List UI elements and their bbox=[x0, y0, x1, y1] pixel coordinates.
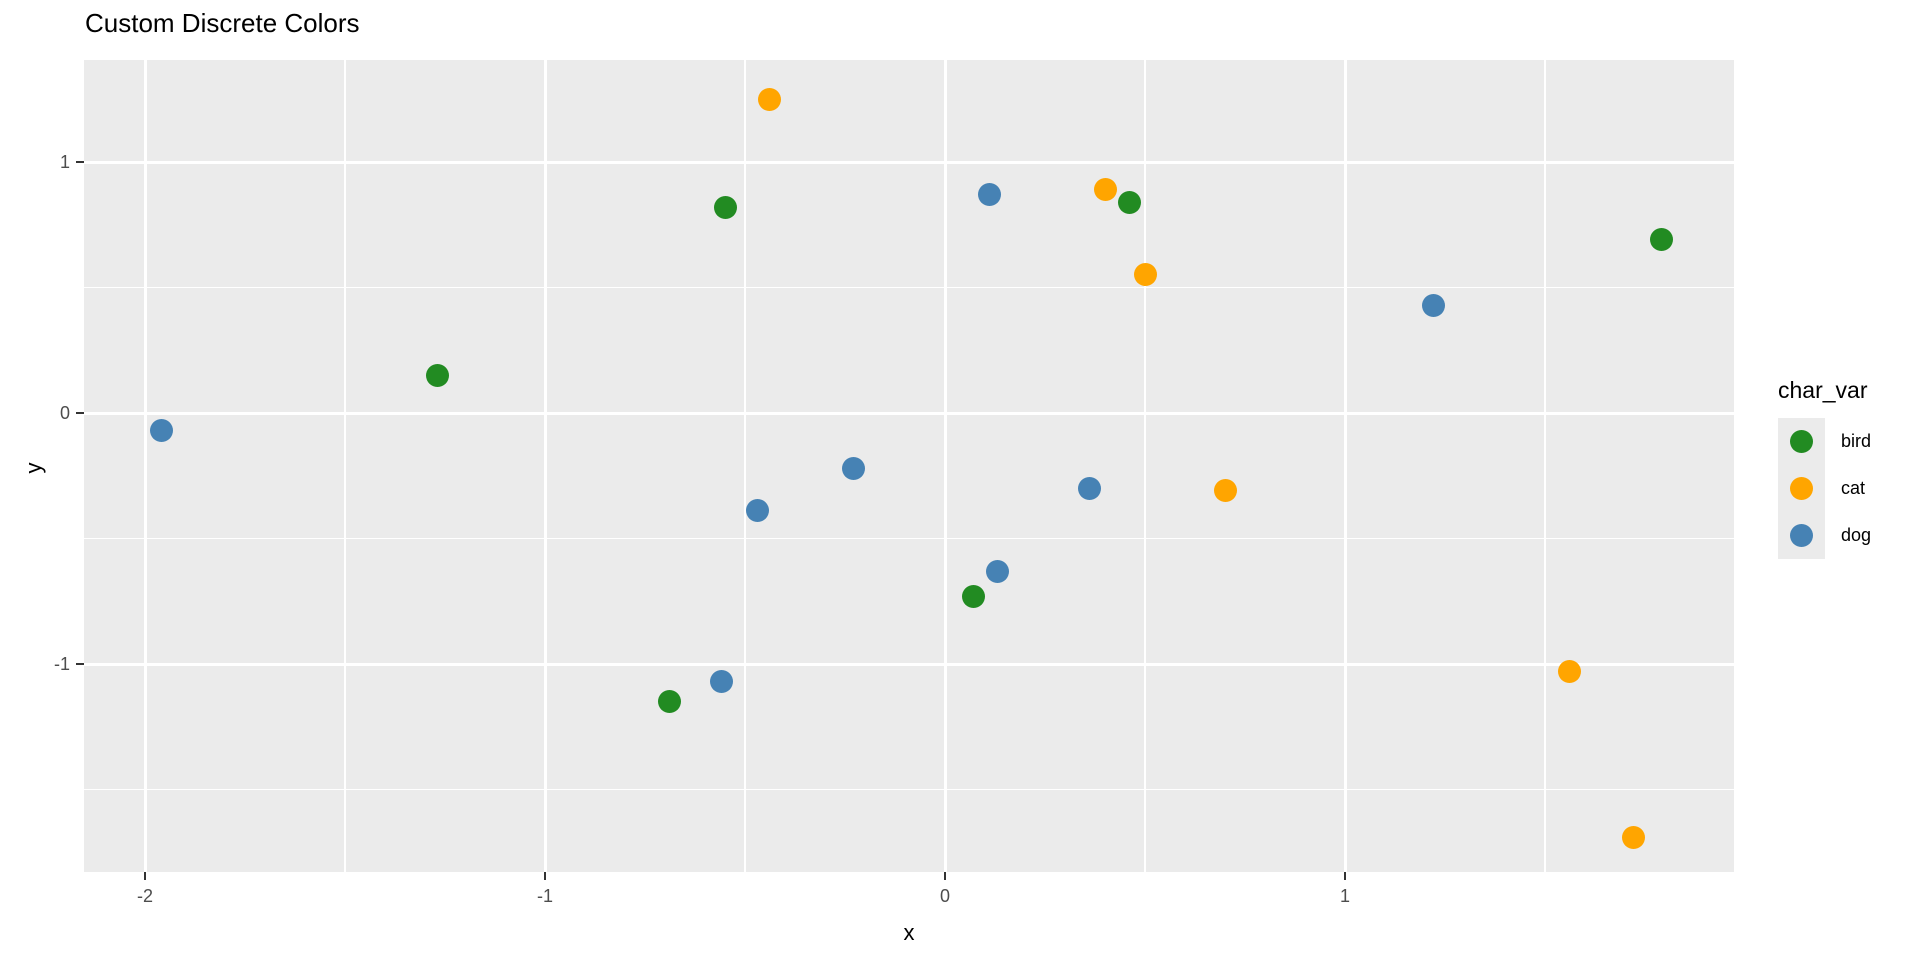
gridline-y-minor bbox=[84, 788, 1734, 791]
gridline-x-major bbox=[543, 60, 547, 872]
data-point-bird bbox=[1649, 228, 1673, 252]
gridline-x-minor bbox=[1144, 60, 1146, 872]
legend: char_var bird cat dog bbox=[1778, 377, 1871, 559]
gridline-y-major bbox=[84, 411, 1734, 415]
legend-label: dog bbox=[1841, 525, 1872, 545]
gridline-x-minor bbox=[344, 60, 346, 872]
x-tick-label: 0 bbox=[939, 886, 950, 906]
data-point-dog bbox=[985, 559, 1009, 583]
legend-item-dog: dog bbox=[1778, 512, 1871, 559]
data-point-cat bbox=[1213, 479, 1237, 503]
data-point-dog bbox=[149, 419, 173, 443]
gridline-x-minor bbox=[1544, 60, 1546, 872]
x-tick-mark bbox=[1344, 872, 1346, 880]
x-tick-label: 1 bbox=[1339, 886, 1350, 906]
data-point-dog bbox=[977, 183, 1001, 207]
y-tick-mark bbox=[76, 663, 84, 665]
legend-item-cat: cat bbox=[1778, 465, 1871, 512]
x-tick-mark bbox=[544, 872, 546, 880]
gridline-x-major bbox=[943, 60, 947, 872]
x-tick-mark bbox=[944, 872, 946, 880]
y-tick-mark bbox=[76, 161, 84, 163]
data-point-bird bbox=[425, 363, 449, 387]
gridline-x-major bbox=[143, 60, 147, 872]
y-tick-label: 0 bbox=[59, 403, 70, 423]
gridline-y-major bbox=[84, 160, 1734, 164]
y-axis-title: y bbox=[21, 462, 46, 474]
gridline-y-major bbox=[84, 662, 1734, 666]
data-point-bird bbox=[961, 584, 985, 608]
x-tick-label: -2 bbox=[136, 886, 153, 906]
legend-dot-dog bbox=[1790, 524, 1813, 547]
data-point-bird bbox=[713, 195, 737, 219]
data-point-cat bbox=[1557, 660, 1581, 684]
data-point-cat bbox=[1093, 178, 1117, 202]
data-point-bird bbox=[657, 690, 681, 714]
legend-items: bird cat dog bbox=[1778, 418, 1871, 559]
y-tick-label: -1 bbox=[53, 654, 70, 674]
legend-key bbox=[1778, 418, 1825, 465]
legend-key bbox=[1778, 465, 1825, 512]
legend-key bbox=[1778, 512, 1825, 559]
data-point-dog bbox=[745, 499, 769, 523]
x-tick-label: -1 bbox=[536, 886, 553, 906]
x-axis-title: x bbox=[903, 920, 915, 945]
data-point-cat bbox=[757, 87, 781, 111]
plot-panel bbox=[84, 60, 1734, 872]
legend-dot-cat bbox=[1790, 477, 1813, 500]
data-point-cat bbox=[1621, 825, 1645, 849]
data-point-dog bbox=[1077, 476, 1101, 500]
legend-label: cat bbox=[1841, 478, 1866, 498]
legend-dot-bird bbox=[1790, 430, 1813, 453]
gridline-y-minor bbox=[84, 537, 1734, 540]
legend-title: char_var bbox=[1778, 377, 1868, 403]
legend-label: bird bbox=[1841, 431, 1872, 451]
data-point-dog bbox=[841, 456, 865, 480]
data-point-dog bbox=[709, 670, 733, 694]
legend-item-bird: bird bbox=[1778, 418, 1871, 465]
y-tick-mark bbox=[76, 412, 84, 414]
gridline-x-minor bbox=[744, 60, 746, 872]
gridline-x-major bbox=[1343, 60, 1347, 872]
chart-title: Custom Discrete Colors bbox=[85, 8, 360, 38]
gridline-y-minor bbox=[84, 286, 1734, 289]
x-tick-mark bbox=[144, 872, 146, 880]
y-tick-label: 1 bbox=[59, 152, 70, 172]
data-point-bird bbox=[1117, 190, 1141, 214]
data-point-dog bbox=[1421, 293, 1445, 317]
data-point-cat bbox=[1133, 263, 1157, 287]
